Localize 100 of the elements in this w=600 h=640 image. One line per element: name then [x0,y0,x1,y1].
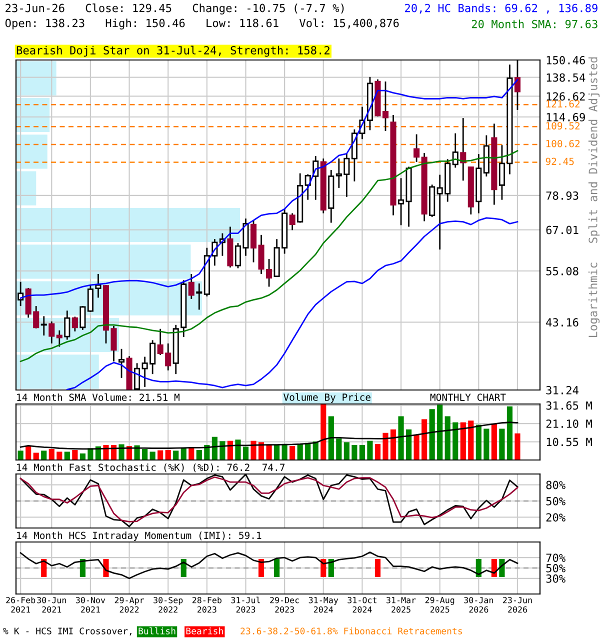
x-tick-label: 28-Feb 2023 [192,596,222,613]
bar [196,450,202,460]
x-tick-label: 30-Nov 2021 [76,596,106,613]
y-tick-label: 70% [546,554,566,562]
chart-title: 14 Month HCS Intraday Momentum (IMI): 59.1 [17,532,262,541]
text: Bullish [138,627,176,634]
line-series [20,150,518,362]
bar [173,450,179,460]
y-tick-label: 21.10 M [546,420,592,428]
bar [56,452,62,460]
bar [437,404,443,460]
bar [336,438,342,460]
candlestick [304,174,311,201]
bar [328,416,334,460]
x-tick-label: 23-Jun 2026 [503,596,532,613]
x-tick-label: 31-May 2024 [308,596,338,613]
line-series [66,217,518,390]
bar [258,442,264,460]
x-tick-label: 31-Jul 2023 [231,596,260,613]
bar [33,452,39,460]
ref-line-label: 92.45 [546,158,574,166]
bar [320,404,326,460]
bar [352,444,358,460]
bar [64,452,70,460]
text: 23.6-38.2-50-61.8% Fibonacci Retracements [240,627,462,634]
text: Bearish [186,627,223,634]
bar [16,61,56,96]
chart-title: 14 Month Fast Stochastic (%K) (%D): 76.2 74.7 [17,464,285,472]
bar [158,450,164,460]
y-tick-label: 78.93 [546,191,578,200]
candlestick [40,316,47,336]
chart-title: 23-Jun-26 Close: 129.45 Change: -10.75 (-7.7 %) [6,4,344,14]
x-tick-label: 31-Mar 2025 [386,596,416,613]
bar [476,424,482,460]
y-tick-label: 30% [546,574,566,583]
bar [41,450,47,460]
y-tick-label: 31.24 [546,386,578,394]
candlestick [452,132,458,168]
bar [491,424,497,460]
bar [150,452,156,460]
bar [165,450,171,460]
candlestick [118,348,125,379]
legend-title: % K - HCS IMI Crossover, [3,628,132,636]
ref-line-label: 100.62 [546,140,580,148]
line-series [20,422,518,450]
candlestick [80,305,86,331]
y-axis-title: Split and Dividend Adjusted [588,57,600,243]
line-series [20,552,518,580]
candlestick [196,282,202,310]
bar [48,448,54,460]
bar [367,440,373,460]
chart-title: 14 Month SMA Volume: 21.51 M [17,393,180,401]
bar [297,444,303,460]
x-tick-label: 30-Sep 2022 [154,596,183,613]
y-tick-label: 150.46 [546,56,585,64]
bar [390,429,396,460]
bar [18,450,24,460]
y-tick-label: 67.01 [546,226,578,234]
text: MONTHLY CHART [430,394,506,401]
bar [406,429,412,460]
bar [359,444,365,460]
bar [72,450,78,460]
y-tick-label: 80% [546,480,566,490]
x-tick-label: 30-Jun 2021 [37,596,66,613]
bar [398,416,404,460]
bar [484,428,490,460]
bar [212,436,218,460]
bar [290,446,296,460]
x-tick-label: 29-Apr 2022 [114,596,144,613]
bar [266,444,272,460]
y-tick-label: 55.08 [546,266,578,276]
y-tick-label: 138.54 [546,73,586,82]
text: 20 Month SMA: 97.63 [472,20,598,28]
ref-line-label: 121.62 [546,100,580,108]
bar [444,416,450,460]
bar [16,208,240,242]
y-tick-label: 114.69 [546,112,585,122]
bar [468,420,474,460]
bar [429,409,435,460]
x-tick-label: 30-Jan 2026 [464,596,493,613]
text: Bearish Doji Star on 31-Jul-24, Strength: 158.2 [16,46,330,57]
y-tick-label: 10.55 M [546,438,592,446]
bar [142,448,148,460]
bar [506,406,513,460]
bar [103,444,109,460]
x-tick-label: 26-Feb 2021 [6,596,36,613]
y-tick-label: 126.62 [546,92,585,101]
bar [344,442,350,460]
x-tick-label: 31-Oct 2024 [348,596,376,613]
bar [414,434,420,460]
candlestick [64,310,70,340]
bar [382,432,388,460]
bar [16,244,191,279]
text: Volume By Price [284,393,370,403]
bar [242,446,249,460]
chart-subtitle: Open: 138.23 High: 150.46 Low: 118.61 Vol: 15,400,876 [5,18,399,30]
text: 20,2 HC Bands: 69.62 , 136.89 [405,4,598,14]
y-tick-label: 31.65 M [546,401,592,410]
text: Logarithmic [588,262,600,337]
bar [514,433,520,460]
